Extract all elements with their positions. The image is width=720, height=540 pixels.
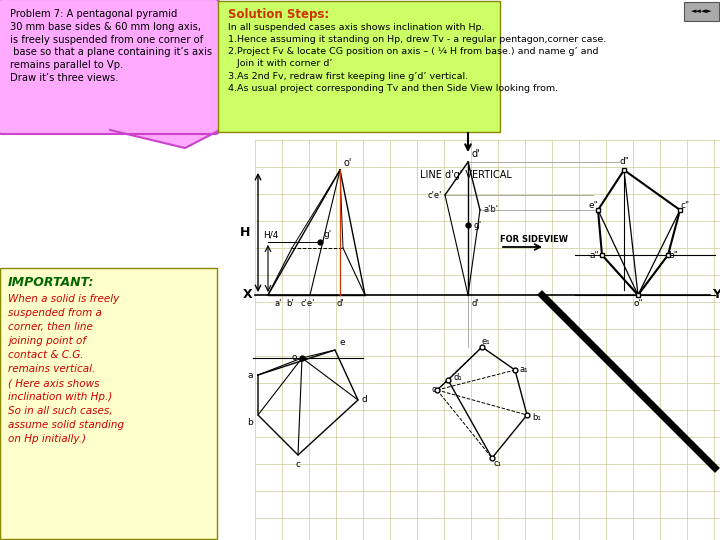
Text: e₁: e₁ <box>482 338 490 347</box>
Text: LINE d'g' VERTICAL: LINE d'g' VERTICAL <box>420 170 512 180</box>
Text: c'e': c'e' <box>301 299 315 308</box>
Text: o: o <box>292 354 297 362</box>
Polygon shape <box>110 130 220 148</box>
Text: ◄◄◄►: ◄◄◄► <box>690 9 712 15</box>
Text: FOR SIDEVIEW: FOR SIDEVIEW <box>500 235 568 244</box>
Text: c: c <box>295 460 300 469</box>
Text: d': d' <box>336 299 344 308</box>
Text: d: d <box>362 395 368 404</box>
Text: g': g' <box>324 230 332 239</box>
Text: b": b" <box>668 251 678 260</box>
Text: b: b <box>247 418 253 427</box>
Text: d₁: d₁ <box>453 373 462 381</box>
FancyBboxPatch shape <box>0 0 219 134</box>
FancyBboxPatch shape <box>218 1 500 132</box>
Text: a'b': a'b' <box>484 206 499 214</box>
Text: c": c" <box>680 200 690 210</box>
Text: Y: Y <box>712 288 720 301</box>
Text: a: a <box>248 370 253 380</box>
Text: e": e" <box>588 200 598 210</box>
Text: d": d" <box>619 158 629 166</box>
Text: d': d' <box>471 299 479 308</box>
Text: o': o' <box>344 158 352 168</box>
Text: H/4: H/4 <box>263 231 279 240</box>
Text: o₁: o₁ <box>431 386 439 395</box>
Text: When a solid is freely
suspended from a
corner, then line
joining point of
conta: When a solid is freely suspended from a … <box>8 294 124 444</box>
Text: Solution Steps:: Solution Steps: <box>228 8 329 21</box>
Text: o": o" <box>633 299 643 307</box>
FancyBboxPatch shape <box>0 268 217 539</box>
Text: c₁: c₁ <box>494 458 502 468</box>
Text: a₁: a₁ <box>520 366 528 375</box>
Text: H: H <box>240 226 250 239</box>
Text: X: X <box>243 288 252 301</box>
Text: IMPORTANT:: IMPORTANT: <box>8 276 94 289</box>
FancyBboxPatch shape <box>684 2 719 21</box>
Text: b₁: b₁ <box>532 414 541 422</box>
Text: In all suspended cases axis shows inclination with Hp.
1.Hence assuming it stand: In all suspended cases axis shows inclin… <box>228 23 606 93</box>
Text: Problem 7: A pentagonal pyramid
30 mm base sides & 60 mm long axis,
is freely su: Problem 7: A pentagonal pyramid 30 mm ba… <box>10 9 212 83</box>
Text: a": a" <box>589 251 599 260</box>
Text: a': a' <box>274 299 282 308</box>
Text: b': b' <box>286 299 294 308</box>
Text: g': g' <box>473 220 481 230</box>
Text: d': d' <box>471 149 480 159</box>
Text: c'e': c'e' <box>428 191 442 199</box>
Text: e: e <box>339 338 345 347</box>
